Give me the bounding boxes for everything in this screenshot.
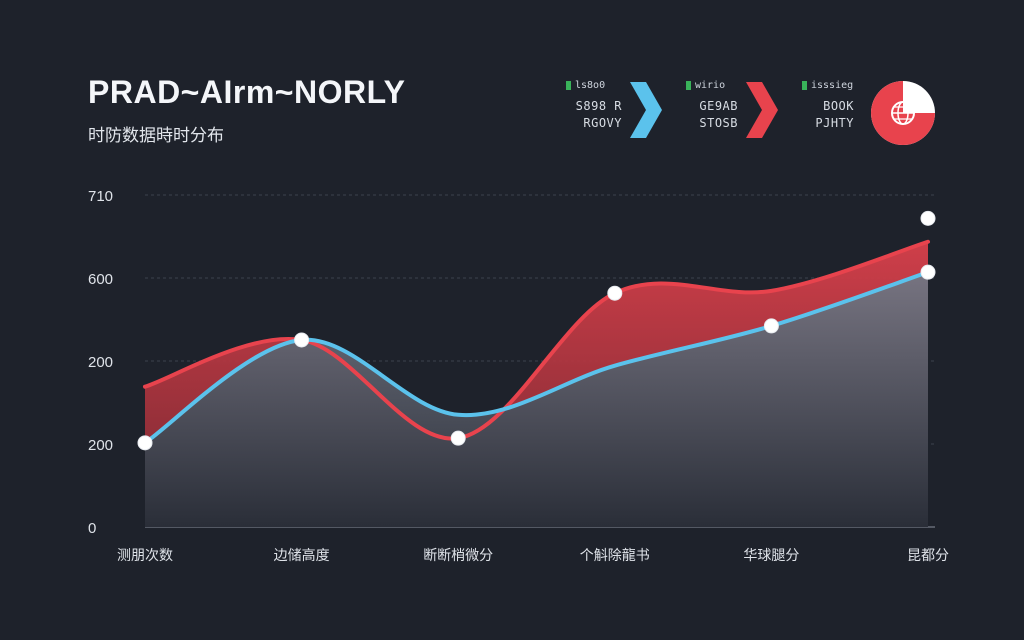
status-dot-icon [802, 81, 807, 90]
legend-line2: STOSB [699, 116, 738, 130]
legend-line1: GE9AB [699, 99, 738, 113]
data-point[interactable] [920, 210, 936, 226]
y-tick-label: 200 [88, 354, 113, 371]
x-tick-label: 边储高度 [274, 547, 330, 564]
status-dot-icon [686, 81, 691, 90]
data-point[interactable] [607, 285, 623, 301]
x-tick-label: 昆都分 [907, 548, 949, 564]
series-line [143, 239, 930, 441]
legend-line1: S898 R [575, 99, 622, 113]
legend-item-pie[interactable]: isssieg BOOK PJHTY [802, 80, 942, 145]
series-line [143, 270, 930, 445]
legend-line1: BOOK [823, 99, 854, 113]
data-point[interactable] [137, 435, 153, 451]
y-tick-label: 0 [88, 520, 96, 537]
legend-item-red[interactable]: wirio GE9AB STOSB [686, 80, 786, 144]
data-point[interactable] [450, 430, 466, 446]
chevron-right-icon [630, 82, 662, 138]
legend-tag: isssieg [811, 80, 854, 91]
page-title: PRAD~AIrm~NORLY [88, 74, 406, 110]
data-point[interactable] [294, 332, 310, 348]
legend-line2: PJHTY [815, 116, 854, 130]
status-dot-icon [566, 81, 571, 90]
legend-item-blue[interactable]: ls8o0 S898 R RGOVY [566, 80, 666, 144]
legend-line2: RGOVY [583, 116, 622, 130]
chevron-right-icon [746, 82, 778, 138]
data-point[interactable] [920, 264, 936, 280]
legend-tag: ls8o0 [575, 80, 606, 91]
y-tick-label: 710 [88, 188, 113, 205]
x-tick-label: 断断梢微分 [423, 548, 493, 564]
x-tick-label: 华球腿分 [743, 548, 799, 564]
y-tick-label: 600 [88, 271, 113, 288]
legend-tag: wirio [695, 80, 726, 91]
page-subtitle: 时防数据時时分布 [88, 126, 224, 145]
series-area [145, 272, 928, 527]
y-tick-label: 200 [88, 437, 113, 454]
data-point[interactable] [763, 318, 779, 334]
x-tick-label: 个斛除龍书 [580, 547, 650, 564]
globe-pie-icon [871, 81, 935, 145]
x-tick-label: 测朋次数 [117, 548, 173, 564]
